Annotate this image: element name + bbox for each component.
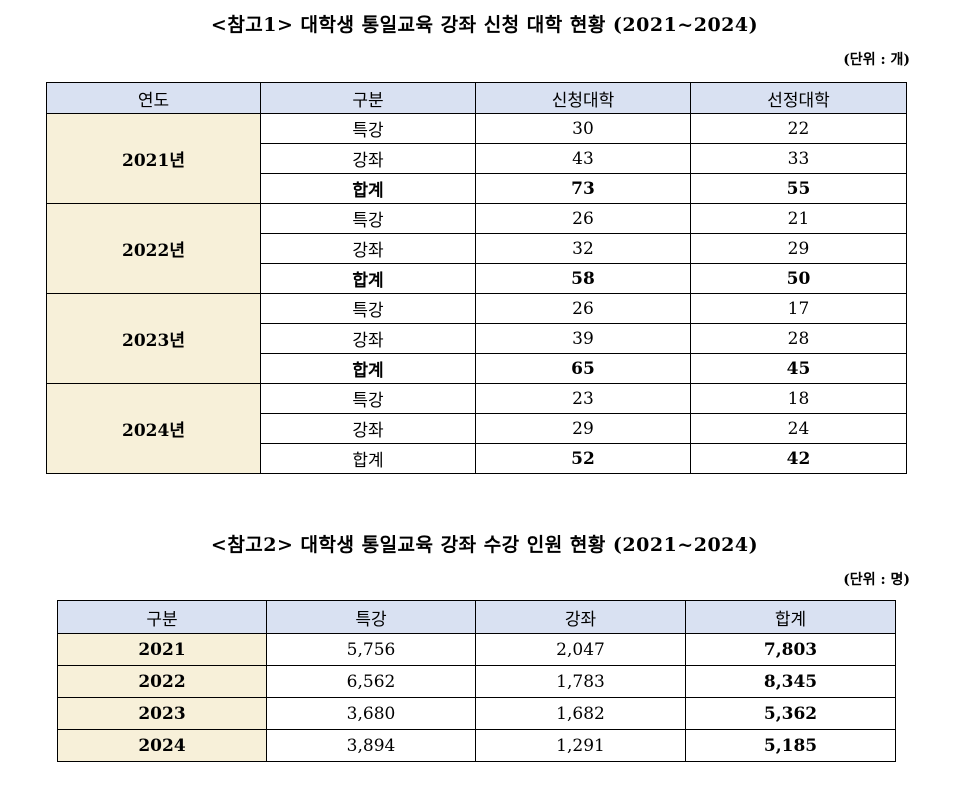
table-row: 2021년 특강 30 22	[46, 113, 907, 204]
lecture-cell: 3,680	[266, 697, 476, 730]
selected-cell: 21	[690, 203, 907, 234]
header-year: 연도	[46, 82, 261, 114]
header-course: 강좌	[475, 600, 686, 634]
lecture-cell: 5,756	[266, 633, 476, 666]
header-selected: 선정대학	[690, 82, 907, 114]
table-row: 2024 3,894 1,291 5,185	[57, 729, 896, 762]
type-cell: 합계	[260, 173, 476, 204]
table-row: 강좌 43 33	[47, 143, 907, 174]
table-row: 강좌 29 24	[47, 413, 907, 444]
course-cell: 1,783	[475, 665, 686, 698]
type-cell: 합계	[260, 263, 476, 294]
table-row: 2022 6,562 1,783 8,345	[57, 665, 896, 698]
year-cell: 2021년	[46, 113, 261, 204]
applied-cell: 73	[475, 173, 691, 204]
type-cell: 특강	[260, 113, 476, 144]
applied-cell: 43	[475, 143, 691, 174]
course-cell: 1,682	[475, 697, 686, 730]
selected-cell: 28	[690, 323, 907, 354]
selected-cell: 42	[690, 443, 907, 474]
applied-universities-table: 연도 구분 신청대학 선정대학 2021년 특강 30 22 강좌 43 33 …	[46, 82, 907, 474]
section2-unit: (단위 : 명)	[843, 572, 910, 588]
type-cell: 강좌	[260, 233, 476, 264]
header-lecture: 특강	[266, 600, 476, 634]
header-type: 구분	[260, 82, 476, 114]
applied-cell: 39	[475, 323, 691, 354]
table-row: 2023 3,680 1,682 5,362	[57, 697, 896, 730]
applied-cell: 52	[475, 443, 691, 474]
selected-cell: 50	[690, 263, 907, 294]
year-cell: 2022년	[46, 203, 261, 294]
total-cell: 8,345	[685, 665, 896, 698]
lecture-cell: 6,562	[266, 665, 476, 698]
type-cell: 강좌	[260, 413, 476, 444]
year-cell: 2024	[57, 729, 267, 762]
table-row: 강좌 39 28	[47, 323, 907, 354]
applied-cell: 23	[475, 383, 691, 414]
course-cell: 2,047	[475, 633, 686, 666]
year-cell: 2023	[57, 697, 267, 730]
selected-cell: 29	[690, 233, 907, 264]
table-row: 2023년 특강 26 17	[46, 293, 907, 384]
table-row: 합계 52 42	[47, 443, 907, 474]
table-row: 합계 65 45	[47, 353, 907, 384]
year-cell: 2022	[57, 665, 267, 698]
table-row: 2022년 특강 26 21	[46, 203, 907, 294]
type-cell: 강좌	[260, 143, 476, 174]
selected-cell: 45	[690, 353, 907, 384]
section2-title: <참고2> 대학생 통일교육 강좌 수강 인원 현황 (2021~2024)	[210, 534, 759, 556]
type-cell: 합계	[260, 443, 476, 474]
selected-cell: 55	[690, 173, 907, 204]
applied-cell: 26	[475, 203, 691, 234]
applied-cell: 65	[475, 353, 691, 384]
table-row: 강좌 32 29	[47, 233, 907, 264]
table-row: 2024년 특강 23 18	[46, 383, 907, 474]
table-header-row: 연도 구분 신청대학 선정대학	[46, 82, 907, 114]
selected-cell: 18	[690, 383, 907, 414]
type-cell: 강좌	[260, 323, 476, 354]
table-row: 합계 73 55	[47, 173, 907, 204]
section1-unit: (단위 : 개)	[843, 52, 910, 68]
enrollment-table: 구분 특강 강좌 합계 2021 5,756 2,047 7,803 2022 …	[57, 600, 896, 762]
selected-cell: 22	[690, 113, 907, 144]
total-cell: 5,185	[685, 729, 896, 762]
applied-cell: 26	[475, 293, 691, 324]
header-total: 합계	[685, 600, 896, 634]
year-cell: 2024년	[46, 383, 261, 474]
year-cell: 2023년	[46, 293, 261, 384]
selected-cell: 24	[690, 413, 907, 444]
type-cell: 특강	[260, 203, 476, 234]
header-category: 구분	[57, 600, 267, 634]
table-row: 2021 5,756 2,047 7,803	[57, 633, 896, 666]
table-row: 합계 58 50	[47, 263, 907, 294]
type-cell: 합계	[260, 353, 476, 384]
selected-cell: 17	[690, 293, 907, 324]
course-cell: 1,291	[475, 729, 686, 762]
header-applied: 신청대학	[475, 82, 691, 114]
lecture-cell: 3,894	[266, 729, 476, 762]
year-cell: 2021	[57, 633, 267, 666]
table-header-row: 구분 특강 강좌 합계	[57, 600, 896, 634]
total-cell: 5,362	[685, 697, 896, 730]
section1-title: <참고1> 대학생 통일교육 강좌 신청 대학 현황 (2021~2024)	[210, 14, 759, 36]
selected-cell: 33	[690, 143, 907, 174]
applied-cell: 32	[475, 233, 691, 264]
type-cell: 특강	[260, 383, 476, 414]
type-cell: 특강	[260, 293, 476, 324]
applied-cell: 58	[475, 263, 691, 294]
total-cell: 7,803	[685, 633, 896, 666]
applied-cell: 29	[475, 413, 691, 444]
applied-cell: 30	[475, 113, 691, 144]
